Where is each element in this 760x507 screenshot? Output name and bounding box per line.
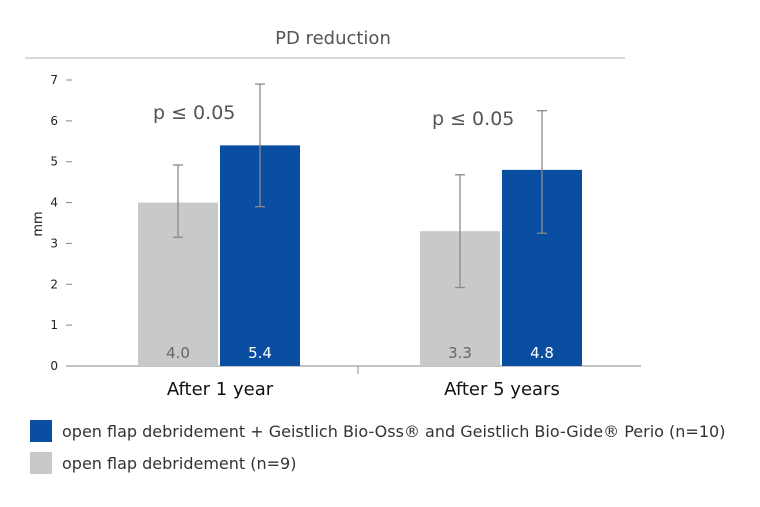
category-label-1-year: After 1 year <box>167 379 274 400</box>
y-tick-label: 1 <box>50 318 58 332</box>
error-bars <box>173 83 547 289</box>
y-tick-label: 7 <box>50 73 58 87</box>
legend: open flap debridement + Geistlich Bio-Os… <box>30 420 725 484</box>
y-tick-label: 3 <box>50 236 58 250</box>
legend-label-treatment: open flap debridement + Geistlich Bio-Os… <box>62 421 726 441</box>
category-label-5-years: After 5 years <box>444 379 560 400</box>
legend-item-treatment: open flap debridement + Geistlich Bio-Os… <box>30 420 725 442</box>
significance-annotation-5-years: p ≤ 0.05 <box>432 108 514 130</box>
data-label: 3.3 <box>448 344 472 362</box>
error-bar <box>455 174 465 289</box>
error-bar <box>537 109 547 234</box>
y-tick-label: 4 <box>50 196 58 210</box>
chart-title: PD reduction <box>275 28 391 49</box>
legend-item-control: open flap debridement (n=9) <box>30 452 725 474</box>
y-tick-label: 6 <box>50 114 58 128</box>
legend-label-control: open flap debridement (n=9) <box>62 453 297 473</box>
data-label: 5.4 <box>248 344 272 362</box>
y-tick-label: 2 <box>50 277 58 291</box>
error-bar <box>173 164 183 238</box>
chart: PD reduction mm 0 1 2 3 4 5 6 7 4.0 3.3 5.4 4.8 Af… <box>25 28 641 400</box>
y-tick-label: 5 <box>50 155 58 169</box>
y-axis: 0 1 2 3 4 5 6 7 <box>50 73 72 373</box>
legend-swatch-blue <box>30 420 52 442</box>
y-tick-label: 0 <box>50 359 58 373</box>
bars <box>138 145 582 366</box>
y-axis-label: mm <box>31 211 46 236</box>
data-label: 4.0 <box>166 344 190 362</box>
legend-swatch-gray <box>30 452 52 474</box>
data-label: 4.8 <box>530 344 554 362</box>
significance-annotation-1-year: p ≤ 0.05 <box>153 102 235 124</box>
data-labels: 4.0 3.3 5.4 4.8 <box>166 344 554 362</box>
error-bar <box>255 83 265 208</box>
